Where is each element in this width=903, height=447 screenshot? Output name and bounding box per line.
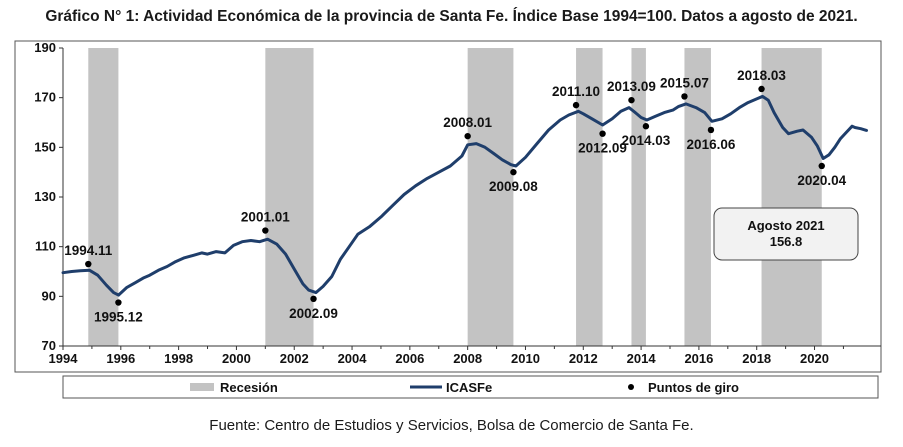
legend-points-swatch: [628, 384, 634, 390]
y-tick-label: 70: [42, 338, 56, 353]
turning-point-dot: [681, 93, 688, 100]
recession-band: [761, 48, 822, 346]
plot-frame: [14, 40, 882, 373]
recession-band: [684, 48, 711, 346]
x-tick-label: 2002: [280, 351, 309, 366]
turning-point-label: 2001.01: [241, 210, 290, 225]
y-tick-label: 190: [34, 40, 56, 55]
turning-point-label: 2009.08: [489, 179, 538, 194]
x-tick-label: 2000: [222, 351, 251, 366]
legend-series-label: ICASFe: [446, 380, 492, 395]
turning-point-label: 1994.11: [64, 243, 113, 258]
source-note: Fuente: Centro de Estudios y Servicios, …: [209, 417, 694, 434]
turning-point-label: 2015.07: [660, 75, 709, 90]
x-tick-label: 2016: [684, 351, 713, 366]
x-tick-label: 1998: [164, 351, 193, 366]
x-tick-label: 2004: [338, 351, 368, 366]
recession-band: [631, 48, 646, 346]
recession-band: [265, 48, 314, 346]
x-tick-label: 2014: [627, 351, 657, 366]
annotation-line-2: 156.8: [770, 234, 803, 249]
turning-point-dot: [818, 162, 825, 170]
x-tick-label: 2008: [453, 351, 482, 366]
x-tick-label: 1994: [49, 351, 79, 366]
y-tick-label: 90: [42, 288, 56, 303]
y-tick-label: 110: [35, 239, 56, 254]
recession-band: [88, 48, 119, 346]
turning-point-dot: [642, 123, 650, 130]
turning-point-dot: [115, 299, 122, 306]
turning-point-dot: [758, 85, 765, 93]
legend-recession-label: Recesión: [220, 380, 278, 395]
annotation-box: Agosto 2021 156.8: [713, 207, 859, 261]
turning-point-label: 2008.01: [443, 115, 492, 130]
turning-point-dot: [85, 260, 92, 268]
series-line-icasfe: [61, 94, 868, 297]
turning-point-dot: [262, 227, 269, 234]
x-tick-label: 2012: [569, 351, 598, 366]
turning-point-dot: [464, 132, 471, 140]
recession-bands: [88, 48, 822, 346]
y-tick-label: 130: [34, 189, 56, 204]
x-tick-label: 2018: [742, 351, 771, 366]
turning-point-label: 2018.03: [737, 68, 786, 83]
axes: 70 90 110 130 150 170 190 1994 1996 1998 2000 2002 2…: [34, 40, 881, 366]
turning-point-label: 2020.04: [797, 173, 846, 188]
turning-point-label: 2002.09: [289, 306, 338, 321]
recession-band: [576, 48, 603, 346]
turning-point-label: 2011.10: [552, 84, 600, 99]
turning-point-dot: [628, 96, 635, 104]
turning-point-dot: [310, 295, 317, 303]
legend-frame: [62, 375, 879, 399]
x-tick-label: 1996: [106, 351, 135, 366]
x-tick-label: 2020: [800, 351, 829, 366]
y-tick-label: 170: [34, 90, 56, 105]
x-tick-label: 2006: [395, 351, 424, 366]
turning-point-label: 2014.03: [622, 133, 671, 148]
turning-point-dot: [707, 126, 715, 134]
y-tick-label: 150: [34, 139, 56, 154]
series-icasfe: [61, 94, 868, 297]
turning-point-dot: [572, 101, 580, 109]
turning-point-label: 1995.12: [94, 310, 143, 325]
turning-point-label: 2016.06: [687, 137, 736, 152]
legend: Recesión ICASFe Puntos de giro: [62, 375, 879, 399]
recession-band: [467, 48, 514, 346]
legend-recession-swatch: [190, 383, 214, 391]
turning-point-dot: [599, 130, 606, 137]
turning-point-dot: [510, 168, 517, 176]
turning-point-label: 2013.09: [607, 79, 656, 94]
x-tick-label: 2010: [511, 351, 540, 366]
chart-title: Gráfico N° 1: Actividad Económica de la …: [45, 8, 858, 25]
annotation-line-1: Agosto 2021: [747, 218, 824, 233]
turning-point-label: 2012.09: [578, 141, 627, 156]
turning-points: 1994.11 1995.12 2001.01 2002.09 2008.01 2009.…: [64, 68, 846, 325]
legend-points-label: Puntos de giro: [648, 380, 739, 395]
annotation-rect: [713, 207, 859, 261]
